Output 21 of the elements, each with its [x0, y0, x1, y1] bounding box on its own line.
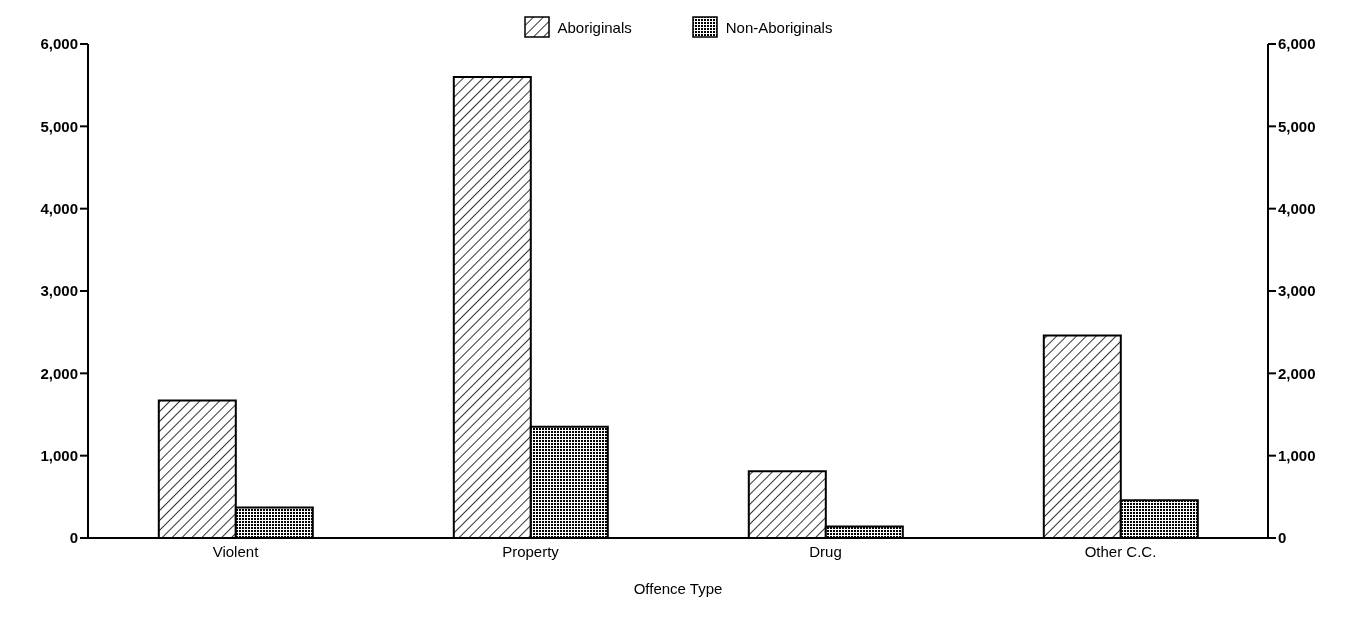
y-tick-label: 4,000 — [40, 199, 78, 217]
x-tick-label: Violent — [212, 542, 260, 560]
y-tick-label: 5,000 — [40, 117, 78, 135]
legend-label: Aboriginals — [557, 18, 632, 36]
x-tick-label: Other C.C. — [1084, 542, 1157, 560]
x-axis-title: Offence Type — [633, 580, 723, 597]
y2-tick-label: 0 — [1278, 529, 1287, 547]
x-tick-label: Drug — [809, 542, 842, 560]
y2-tick-label: 4,000 — [1278, 199, 1316, 217]
y2-tick-label: 6,000 — [1278, 35, 1316, 53]
legend-label: Non-Aboriginals — [725, 18, 833, 36]
y2-tick-label: 1,000 — [1278, 446, 1316, 464]
y-tick-label: 1,000 — [40, 446, 78, 464]
y2-tick-label: 5,000 — [1278, 117, 1316, 135]
y2-tick-label: 2,000 — [1278, 364, 1316, 382]
y-tick-label: 2,000 — [40, 364, 78, 382]
y-tick-label: 6,000 — [40, 35, 78, 53]
y2-tick-label: 3,000 — [1278, 282, 1316, 300]
x-tick-label: Property — [502, 542, 560, 560]
y-tick-label: 0 — [69, 529, 78, 547]
y-tick-label: 3,000 — [40, 282, 78, 300]
